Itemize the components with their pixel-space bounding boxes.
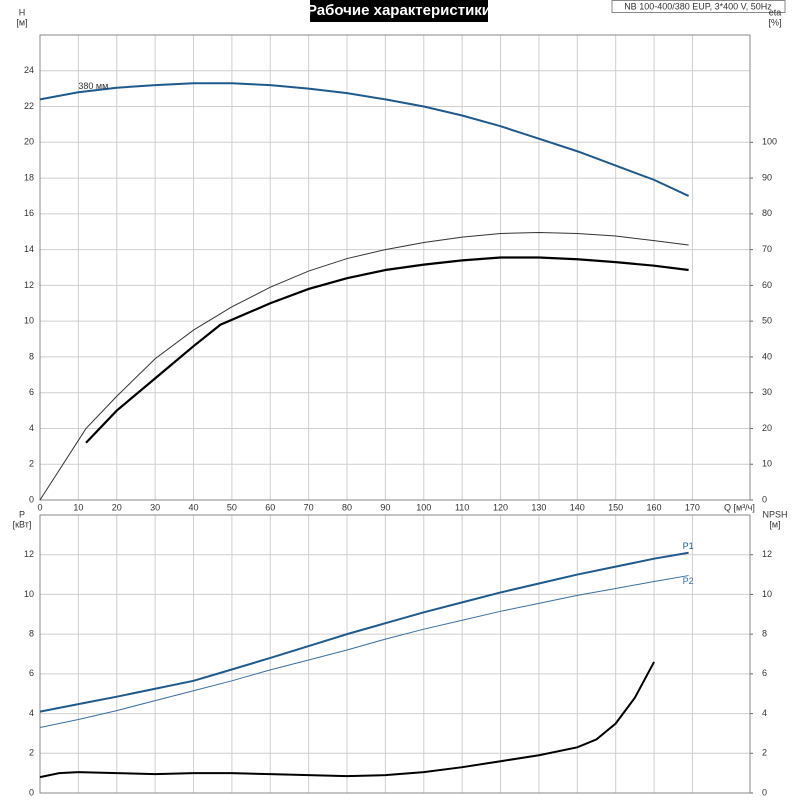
x-tick-label: 140: [570, 502, 585, 512]
y2-tick-label: 0: [762, 494, 767, 504]
y-tick-label: 18: [24, 172, 34, 182]
y2-tick-label: 2: [762, 748, 767, 758]
x-tick-label: 0: [37, 502, 42, 512]
subtitle: NB 100-400/380 EUP, 3*400 V, 50Hz: [624, 1, 772, 11]
x-tick-label: 40: [189, 502, 199, 512]
y-tick-label: 14: [24, 244, 34, 254]
y-tick-label: 24: [24, 65, 34, 75]
y-tick-label: 16: [24, 208, 34, 218]
y2-tick-label: 6: [762, 668, 767, 678]
x-tick-label: 150: [608, 502, 623, 512]
x-tick-label: 90: [380, 502, 390, 512]
x-tick-label: 100: [416, 502, 431, 512]
y-tick-label: 2: [29, 459, 34, 469]
x-axis-label: Q [м³/ч]: [724, 502, 755, 512]
y-tick-label: 4: [29, 423, 34, 433]
y2-tick-label: 0: [762, 787, 767, 797]
y2-tick-label: 50: [762, 316, 772, 326]
y2-tick-label: 10: [762, 589, 772, 599]
y-tick-label: 2: [29, 748, 34, 758]
subtitle-box: [611, 0, 786, 13]
y2-tick-label: 90: [762, 172, 772, 182]
y2-tick-label: 4: [762, 708, 767, 718]
series-line: [39, 661, 655, 779]
y2-axis-label: NPSH: [762, 509, 787, 519]
y2-tick-label: 20: [762, 423, 772, 433]
y2-tick-label: 60: [762, 280, 772, 290]
y-tick-label: 6: [29, 387, 34, 397]
x-tick-label: 120: [493, 502, 508, 512]
series-line: [39, 82, 690, 197]
y-tick-label: 6: [29, 668, 34, 678]
y-tick-label: 20: [24, 137, 34, 147]
y2-tick-label: 80: [762, 208, 772, 218]
x-tick-label: 130: [531, 502, 546, 512]
plot-frame: [39, 514, 751, 794]
x-tick-label: 80: [342, 502, 352, 512]
y-tick-label: 12: [24, 280, 34, 290]
chart-title: Рабочие характеристики: [307, 2, 491, 19]
y2-axis-label: eta: [769, 7, 782, 17]
x-tick-label: 10: [73, 502, 83, 512]
x-tick-label: 50: [227, 502, 237, 512]
y2-axis-unit: [%]: [768, 17, 781, 27]
y-tick-label: 8: [29, 629, 34, 639]
series-line: [39, 231, 689, 501]
y-axis-label: P: [19, 509, 25, 519]
y2-axis-unit: [м]: [769, 519, 780, 529]
series-line: [39, 551, 689, 713]
series-line: [85, 256, 689, 444]
y-tick-label: 8: [29, 351, 34, 361]
y2-tick-label: 8: [762, 629, 767, 639]
x-tick-label: 60: [265, 502, 275, 512]
y-tick-label: 0: [29, 494, 34, 504]
y2-tick-label: 30: [762, 387, 772, 397]
x-tick-label: 160: [647, 502, 662, 512]
y2-tick-label: 40: [762, 351, 772, 361]
x-tick-label: 70: [304, 502, 314, 512]
y-tick-label: 0: [29, 787, 34, 797]
y-tick-label: 10: [24, 589, 34, 599]
y-tick-label: 12: [24, 549, 34, 559]
y-tick-label: 10: [24, 316, 34, 326]
x-tick-label: 170: [685, 502, 700, 512]
title-box: [310, 0, 488, 22]
y-axis-unit: [кВт]: [13, 519, 32, 529]
y2-tick-label: 12: [762, 549, 772, 559]
y-axis-label: H: [19, 7, 26, 17]
y-tick-label: 22: [24, 101, 34, 111]
plot-frame: [39, 34, 751, 501]
x-tick-label: 110: [455, 502, 469, 512]
y2-tick-label: 70: [762, 244, 772, 254]
x-tick-label: 30: [150, 502, 160, 512]
y-axis-unit: [м]: [16, 17, 27, 27]
x-tick-label: 20: [112, 502, 122, 512]
annotation: 380 мм: [78, 81, 108, 91]
y2-tick-label: 100: [762, 137, 777, 147]
y2-tick-label: 10: [762, 459, 772, 469]
series-label: P1: [683, 541, 694, 551]
series-label: P2: [683, 576, 694, 586]
series-line: [39, 575, 689, 728]
y-tick-label: 4: [29, 708, 34, 718]
